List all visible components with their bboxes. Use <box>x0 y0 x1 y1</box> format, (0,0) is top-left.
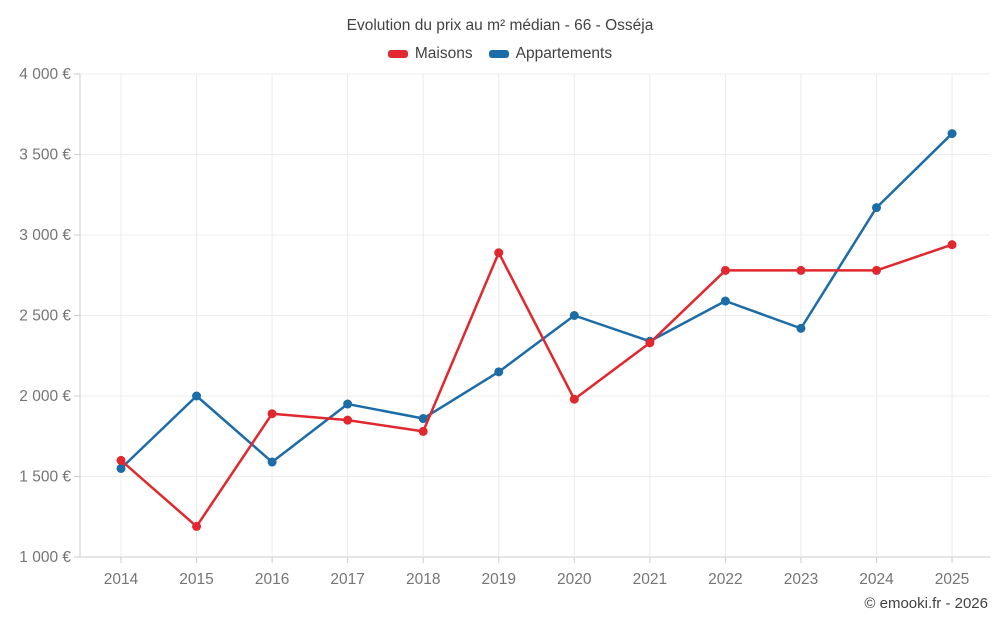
appartements-point-2016[interactable] <box>267 457 277 467</box>
x-axis-label: 2020 <box>557 571 592 588</box>
appartements-point-2019[interactable] <box>494 367 504 377</box>
x-axis-label: 2018 <box>406 571 440 588</box>
legend-label-maisons: Maisons <box>414 45 473 62</box>
y-axis-label: 1 500 € <box>19 469 71 486</box>
x-axis-label: 2015 <box>179 571 213 588</box>
y-axis-label: 1 000 € <box>19 549 71 566</box>
chart-title: Evolution du prix au m² médian - 66 - Os… <box>346 17 654 34</box>
maisons-point-2023[interactable] <box>796 265 806 275</box>
appartements-point-2022[interactable] <box>720 296 730 306</box>
y-axis-label: 2 000 € <box>19 388 71 405</box>
legend-item-maisons[interactable]: Maisons <box>387 45 473 63</box>
x-axis-label: 2016 <box>255 571 289 588</box>
legend-swatch-maisons <box>387 50 408 58</box>
maisons-line <box>120 243 953 528</box>
y-axis-label: 3 500 € <box>19 147 71 164</box>
maisons-point-2025[interactable] <box>947 240 957 250</box>
appartements-line <box>120 132 953 470</box>
maisons-point-2024[interactable] <box>872 265 881 275</box>
x-axis-label: 2017 <box>330 571 364 588</box>
maisons-point-2017[interactable] <box>343 415 353 425</box>
x-axis-label: 2023 <box>784 571 818 588</box>
y-axis-label: 3 000 € <box>19 227 71 244</box>
x-axis-label: 2022 <box>708 571 742 588</box>
maisons-point-2016[interactable] <box>267 409 277 419</box>
x-axis-label: 2025 <box>935 571 969 588</box>
appartements-point-2014[interactable] <box>116 463 126 473</box>
legend-item-appartements[interactable]: Appartements <box>488 45 613 63</box>
x-axis-label: 2024 <box>859 571 894 588</box>
legend: Maisons Appartements <box>0 45 1000 63</box>
maisons-point-2014[interactable] <box>116 455 126 465</box>
maisons-point-2022[interactable] <box>720 265 730 275</box>
appartements-point-2024[interactable] <box>872 203 881 213</box>
maisons-point-2021[interactable] <box>645 338 655 348</box>
x-axis-label: 2019 <box>482 571 516 588</box>
appartements-point-2025[interactable] <box>947 129 957 139</box>
x-axis-label: 2014 <box>104 571 139 588</box>
maisons-point-2019[interactable] <box>494 248 504 258</box>
maisons-point-2018[interactable] <box>418 426 428 436</box>
appartements-point-2015[interactable] <box>192 391 202 401</box>
legend-swatch-appartements <box>488 50 509 58</box>
y-axis-label: 4 000 € <box>19 66 71 83</box>
maisons-point-2015[interactable] <box>192 521 202 531</box>
credit-text: © emooki.fr - 2026 <box>864 595 988 612</box>
x-axis-label: 2021 <box>633 571 667 588</box>
appartements-point-2020[interactable] <box>569 311 579 320</box>
maisons-point-2020[interactable] <box>569 394 579 404</box>
appartements-point-2017[interactable] <box>343 399 353 409</box>
appartements-point-2023[interactable] <box>796 323 806 333</box>
appartements-point-2018[interactable] <box>418 414 428 424</box>
legend-label-appartements: Appartements <box>515 45 613 62</box>
y-axis-label: 2 500 € <box>19 308 71 325</box>
